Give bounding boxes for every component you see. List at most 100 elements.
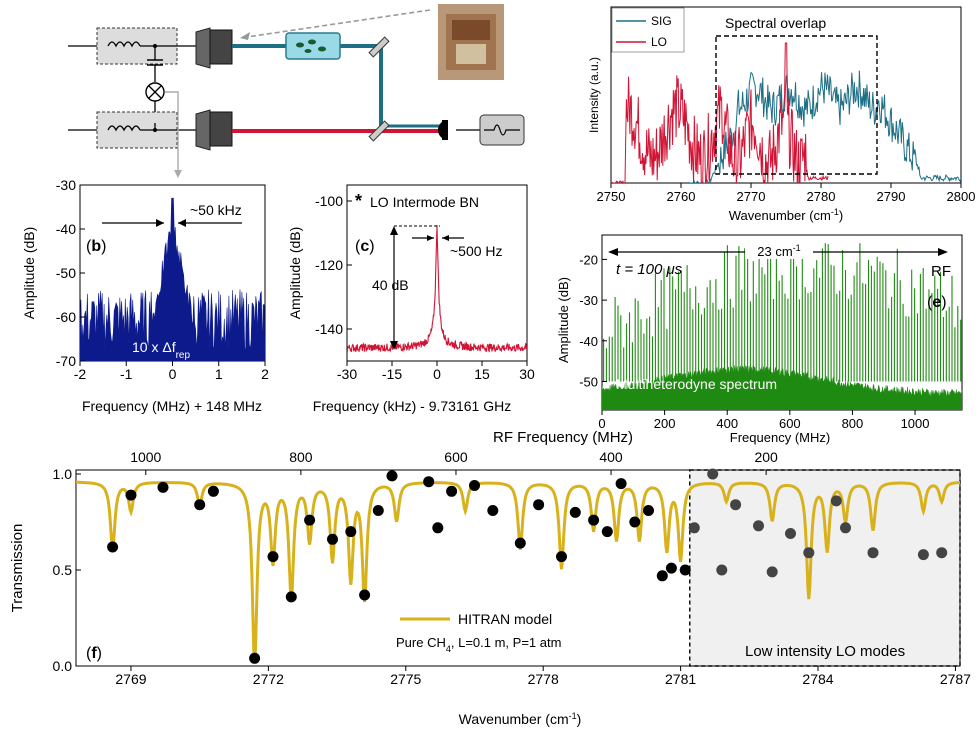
panel-c-ytick-label: -120 [315,257,343,273]
panel-b-ytick-label: -70 [56,353,76,369]
spectral-overlap-box [715,35,878,175]
inductor-icon [107,41,141,48]
panel-a-xtick-label: 2770 [737,189,766,204]
measurement-point [386,470,398,482]
measurement-point [194,499,206,511]
panel-c-xtick-label: 30 [519,366,535,382]
panel-b-xtick-label: 2 [261,366,269,382]
panel-c-ylabel: Amplitude (dB) [287,227,303,320]
measurement-point [207,485,219,497]
panel-a-xtick-label: 2750 [597,189,626,204]
measurement-point [359,589,371,601]
panel-f-xtick-label: 2787 [940,671,971,687]
measurement-point [867,547,879,559]
measurement-point [446,485,458,497]
setup-schematic [68,4,525,178]
asterisk-icon: * [355,191,362,211]
panel-e-xtick-label: 400 [716,416,738,431]
measurement-point [423,476,435,488]
measurement-point [469,480,480,491]
panel-f-xtick-label: 2778 [528,671,559,687]
panel-a-ylabel: Intensity (a.u.) [587,57,601,133]
panel-f-top-tick-label: 400 [599,449,623,465]
legend-lo: LO [651,35,667,49]
panel-b: -2 -1 0 1 2 -70 -60 -50 -40 -30 (b) ~50 kHz 10 x … [21,177,269,414]
gas-cell-icon [285,32,341,60]
laser-lo-icon [195,109,211,151]
mirror-icon [368,36,390,58]
panel-e-xtick-label: 600 [779,416,801,431]
panel-a-xlabel: Wavenumber (cm-1) [729,207,843,223]
panel-c-ytick-label: -100 [315,193,343,209]
measurement-point [249,652,261,664]
hitran-model-line [76,480,960,663]
panel-c-xtick-label: 15 [474,366,490,382]
panel-f-xtick-label: 2772 [253,671,284,687]
measurement-point [707,468,719,480]
panel-f-ylabel: Transmission [9,524,26,613]
panel-f-frame [75,469,961,667]
measurement-point [716,564,728,576]
measurement-point [785,528,796,539]
panel-f-top-tick-label: 600 [444,449,468,465]
panel-e-xtick-label: 200 [654,416,676,431]
measurement-point [514,537,526,549]
panel-e-ytick-label: -50 [579,375,598,390]
measurement-point [556,551,567,563]
series-sig [687,70,961,183]
panel-c-xtick-label: -15 [382,366,402,382]
panel-b-trace [80,197,265,361]
panel-a: Spectral overlap SIG LO 2750 2760 2770 2780… [587,6,975,223]
panel-a-legend [611,7,685,53]
panel-a-frame [610,6,962,184]
measurement-point [830,495,842,507]
panel-e-xlabel: Frequency (MHz) [730,430,830,445]
panel-f-ytick-label: 0.5 [53,562,73,578]
panel-f-shaded-label: Low intensity LO modes [745,643,905,660]
panel-a-xtick-label: 2780 [807,189,836,204]
panel-e-xtick-label: 0 [598,416,605,431]
panel-c-label: (c) [355,238,375,255]
panel-e-ytick-label: -40 [579,334,598,349]
panel-b-xtick-label: -2 [74,366,87,382]
panel-c-legend-title: LO Intermode BN [370,194,479,210]
legend-sig: SIG [651,14,672,28]
panel-f-xtick-label: 2784 [802,671,833,687]
measurement-point [267,551,279,563]
measurement-point [533,499,545,511]
measurement-point [157,481,169,493]
measurement-point [753,520,764,532]
panel-a-xtick-label: 2790 [877,189,906,204]
panel-f-label: (f) [86,645,102,662]
panel-c-height-annotation: 40 dB [372,277,409,293]
measurement-point [688,522,700,534]
measurement-point [656,570,668,582]
panel-e-ylabel: Amplitude (dB) [556,277,571,363]
measurement-point [615,478,627,490]
measurement-point [766,566,778,578]
panel-b-ytick-label: -50 [56,265,76,281]
panel-e-ytick-label: -30 [579,293,598,308]
legend-hitran: HITRAN model [458,611,552,627]
panel-b-xtick-label: 1 [215,366,223,382]
measurement-point [107,541,119,553]
series-lo [611,42,829,183]
panel-b-ylabel: Amplitude (dB) [21,227,37,320]
measurement-point [803,547,815,559]
panel-b-xtick-label: 0 [169,366,177,382]
panel-b-width-annotation: ~50 kHz [190,202,242,218]
panel-f-xtick-label: 2781 [665,671,696,687]
measurement-point [665,562,677,574]
panel-e-spectrum-annotation: Multiheterodyne spectrum [616,376,777,392]
panel-e-xtick-label: 1000 [901,416,930,431]
panel-f-conditions: Pure CH4, L=0.1 m, P=1 atm [396,635,561,654]
measurement-point [345,526,357,538]
panel-c-frame [346,184,528,362]
panel-c-width-annotation: ~500 Hz [450,243,503,259]
measurement-point [601,526,613,538]
panel-c-xtick-label: -30 [337,366,357,382]
panel-f-ytick-label: 1.0 [53,466,73,482]
panel-e-time-annotation: t = 100 μs [616,261,683,278]
panel-e-label: (e) [927,294,947,311]
panel-f-top-tick-label: 1000 [130,449,161,465]
